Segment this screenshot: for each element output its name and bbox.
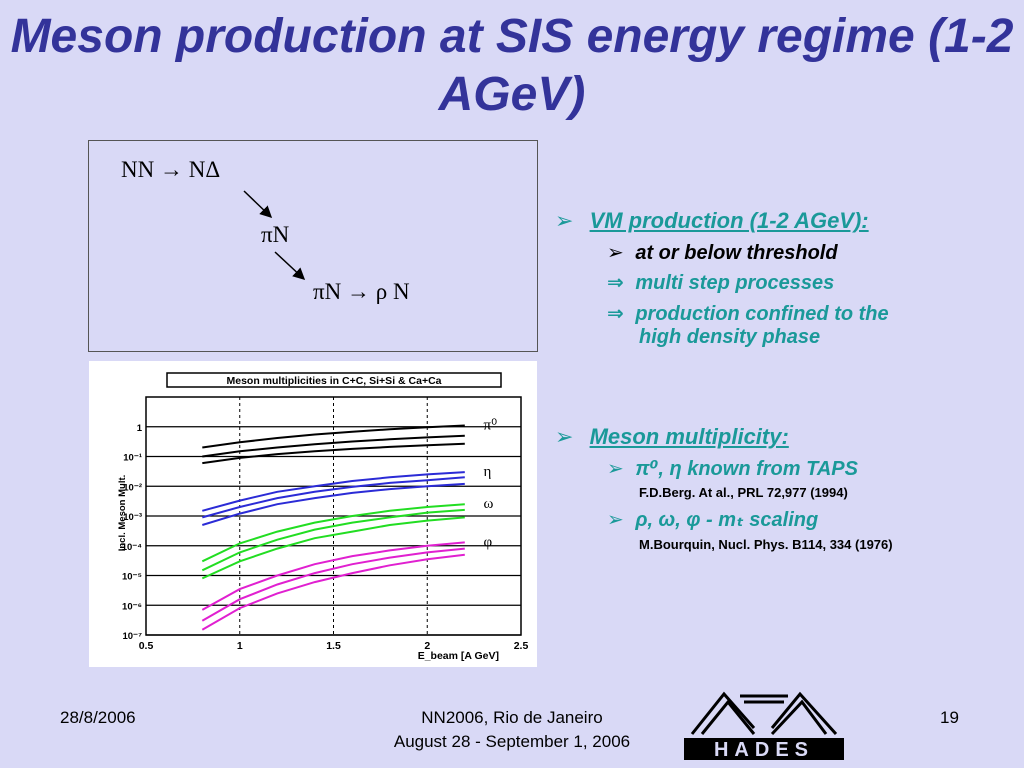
series-curve bbox=[202, 442, 465, 465]
series-curve bbox=[201, 547, 465, 622]
x-tick-label: 1.5 bbox=[326, 640, 341, 652]
curves bbox=[201, 424, 465, 631]
reaction-line1: NN → NΔ bbox=[121, 157, 221, 182]
y-tick-label: 1 bbox=[137, 423, 143, 434]
series-curve bbox=[202, 476, 465, 519]
series-curve bbox=[202, 424, 465, 449]
meson-multiplicity-chart: Meson multiplicities in C+C, Si+Si & Ca+… bbox=[89, 361, 537, 667]
reaction-arrows bbox=[243, 190, 306, 281]
footer-page-number: 19 bbox=[940, 708, 959, 727]
bullet-multi-step-text: multi step processes bbox=[635, 272, 835, 294]
hades-logo-text: HADES bbox=[714, 739, 814, 761]
bullet-known-taps: ➢ π⁰, η known from TAPS bbox=[607, 456, 858, 481]
bullet-meson-mult-text: Meson multiplicity: bbox=[589, 424, 789, 449]
x-tick-label: 1 bbox=[237, 640, 243, 652]
arrow-bullet-icon: ➢ bbox=[607, 509, 624, 531]
bullet-vm-production: ➢ VM production (1-2 AGeV): bbox=[555, 208, 869, 234]
arrow-bullet-icon: ➢ bbox=[555, 208, 574, 233]
reference-berg: F.D.Berg. At al., PRL 72,977 (1994) bbox=[639, 485, 848, 500]
bullet-meson-mult: ➢ Meson multiplicity: bbox=[555, 424, 789, 450]
x-tick-label: 2 bbox=[424, 640, 430, 652]
bullet-vm-production-text: VM production (1-2 AGeV): bbox=[589, 208, 869, 233]
y-tick-label: 10⁻³ bbox=[123, 512, 142, 523]
reference-bourquin: M.Bourquin, Nucl. Phys. B114, 334 (1976) bbox=[639, 537, 893, 552]
series-curve bbox=[201, 503, 465, 563]
series-curve bbox=[202, 482, 465, 526]
reaction-line3: πN → ρ N bbox=[313, 279, 410, 304]
implies-icon: ⇒ bbox=[607, 303, 624, 325]
bullet-confined-text-1: production confined to the bbox=[635, 303, 889, 325]
series-label: ω bbox=[484, 496, 494, 512]
x-tick-label: 0.5 bbox=[139, 640, 154, 652]
bullet-at-or-below: ➢ at or below threshold bbox=[607, 240, 838, 265]
y-tick-label: 10⁻⁷ bbox=[122, 631, 142, 642]
reaction-arrow-2 bbox=[274, 251, 306, 281]
bullet-confined-text-2: high density phase bbox=[639, 326, 821, 348]
bullet-multi-step: ⇒ multi step processes bbox=[607, 270, 834, 295]
y-tick-label: 10⁻⁵ bbox=[122, 572, 142, 583]
series-curve bbox=[202, 471, 465, 512]
reaction-box: NN → NΔ πN πN → ρ N bbox=[88, 140, 538, 352]
series-label: η bbox=[484, 464, 492, 480]
tick-labels: 1 10⁻¹ 10⁻² 10⁻³ 10⁻⁴ 10⁻⁵ 10⁻⁶ 10⁻⁷0.5 1 1.5 2 2.5 bbox=[122, 423, 529, 652]
footer-date: 28/8/2006 bbox=[60, 708, 136, 727]
series-curve bbox=[201, 541, 465, 611]
chart-title-box bbox=[166, 372, 502, 388]
reaction-line2: πN bbox=[261, 222, 290, 247]
series-curve bbox=[201, 516, 465, 580]
hades-logo-icon: HADES bbox=[684, 691, 844, 761]
bullet-mt-scaling: ➢ ρ, ω, φ - mₜ scaling bbox=[607, 507, 818, 532]
y-axis-label: Incl. Meson Mult. bbox=[117, 475, 128, 552]
bullet-mt-scaling-text: ρ, ω, φ - mₜ scaling bbox=[635, 509, 819, 531]
series-label: π⁰ bbox=[484, 418, 498, 434]
series-label: φ bbox=[484, 534, 493, 550]
arrow-bullet-icon: ➢ bbox=[607, 242, 624, 264]
arrow-bullet-icon: ➢ bbox=[607, 458, 624, 480]
series-labels: π⁰ ηω φ bbox=[484, 418, 498, 551]
footer-event-line1: NN2006, Rio de Janeiro bbox=[421, 708, 603, 727]
chart-title: Meson multiplicities in C+C, Si+Si & Ca+… bbox=[226, 375, 441, 387]
series-curve bbox=[201, 553, 465, 631]
x-axis-label: E_beam [A GeV] bbox=[418, 650, 499, 662]
reaction-arrow-1 bbox=[243, 190, 273, 219]
y-tick-label: 10⁻² bbox=[123, 482, 142, 493]
arrow-bullet-icon: ➢ bbox=[555, 424, 574, 449]
bullet-at-or-below-text: at or below threshold bbox=[635, 242, 838, 264]
footer-event-line2: August 28 - September 1, 2006 bbox=[393, 732, 631, 751]
hades-logo: HADES bbox=[684, 688, 844, 762]
series-curve bbox=[201, 508, 465, 572]
y-tick-label: 10⁻⁶ bbox=[122, 601, 142, 612]
chart-svg: Meson multiplicities in C+C, Si+Si & Ca+… bbox=[117, 372, 529, 662]
slide-title: Meson production at SIS energy regime (1… bbox=[10, 10, 1014, 121]
bullet-confined: ⇒ production confined to the bbox=[607, 301, 889, 326]
y-tick-label: 10⁻¹ bbox=[123, 453, 142, 464]
series-curve bbox=[202, 434, 465, 458]
bullet-known-taps-text: π⁰, η known from TAPS bbox=[635, 458, 858, 480]
x-tick-label: 2.5 bbox=[514, 640, 529, 652]
y-tick-label: 10⁻⁴ bbox=[122, 542, 143, 553]
implies-icon: ⇒ bbox=[607, 272, 624, 294]
